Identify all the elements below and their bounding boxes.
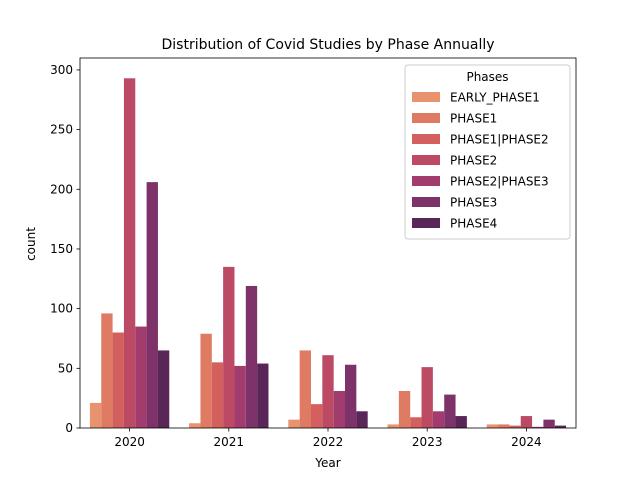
x-axis-label: Year [314, 456, 340, 470]
y-tick-label: 100 [50, 302, 73, 316]
bar-phase4-2024 [554, 425, 567, 428]
bar-early-phase1-2020 [89, 402, 102, 428]
y-axis-label: count [24, 227, 38, 261]
bar-phase2-2020 [123, 78, 136, 428]
chart-title: Distribution of Covid Studies by Phase A… [161, 37, 494, 53]
bar-early-phase1-2024 [486, 424, 499, 428]
bar-early-phase1-2021 [189, 423, 201, 428]
legend: Phases EARLY_PHASE1 PHASE1 PHASE1|PHASE2 PHA… [404, 64, 571, 240]
legend-swatch [412, 113, 440, 123]
x-tick-label: 2024 [511, 435, 542, 449]
bar-early-phase1-2022 [288, 419, 300, 428]
bar-phase1-2021 [200, 333, 212, 428]
bar-phase2-phase3-2020 [135, 326, 147, 428]
axes-layer: 0 50 100 150 200 250 300 2020 2021 2022 2023 2024 [50, 57, 577, 449]
bar-phase1-2024 [498, 424, 510, 428]
legend-label: PHASE2|PHASE3 [450, 175, 549, 189]
y-tick-label: 0 [65, 421, 73, 435]
bar-phase2-2021 [223, 266, 235, 428]
bar-phase1-phase2-2022 [310, 404, 323, 428]
bars-layer [89, 78, 567, 428]
y-tick-label: 250 [50, 123, 73, 137]
bar-phase1-2020 [101, 313, 113, 428]
legend-swatch [412, 155, 440, 165]
bar-phase1-2022 [299, 350, 311, 428]
y-tick-label: 50 [58, 361, 73, 375]
bar-phase4-2023 [455, 416, 467, 428]
y-tick-label: 200 [50, 182, 73, 196]
bar-phase2-2022 [322, 355, 334, 428]
legend-swatch [412, 134, 440, 144]
legend-label: PHASE2 [450, 154, 497, 168]
bar-phase1-2023 [398, 391, 411, 428]
bar-phase3-2022 [345, 364, 357, 428]
bar-phase4-2021 [257, 363, 269, 428]
legend-label: PHASE4 [450, 217, 497, 231]
legend-swatch [412, 218, 440, 228]
bar-phase2-phase3-2023 [432, 411, 445, 428]
bar-phase1-phase2-2021 [211, 362, 224, 428]
bar-phase3-2020 [146, 182, 158, 428]
legend-label: PHASE3 [450, 196, 497, 210]
bar-phase3-2023 [444, 394, 456, 428]
bar-early-phase1-2023 [387, 424, 399, 428]
legend-title: Phases [466, 70, 508, 84]
bar-phase3-2024 [543, 419, 555, 428]
x-tick-label: 2022 [313, 435, 344, 449]
bar-phase2-2024 [520, 416, 533, 428]
bar-phase2-2023 [421, 367, 433, 428]
x-tick-label: 2020 [114, 435, 145, 449]
legend-swatch [412, 92, 440, 102]
bar-phase3-2021 [245, 285, 258, 428]
bar-phase2-phase3-2022 [333, 391, 346, 428]
legend-label: PHASE1|PHASE2 [450, 133, 549, 147]
bar-phase2-phase3-2024 [532, 426, 544, 428]
legend-box [404, 64, 571, 240]
bar-phase1-phase2-2023 [410, 417, 422, 428]
bar-phase4-2020 [157, 350, 170, 428]
bar-phase1-phase2-2020 [112, 332, 124, 428]
legend-swatch [412, 197, 440, 207]
bar-phase1-phase2-2024 [509, 425, 521, 428]
x-tick-label: 2021 [214, 435, 245, 449]
legend-label: EARLY_PHASE1 [450, 91, 540, 105]
y-tick-label: 300 [50, 63, 73, 77]
y-tick-label: 150 [50, 242, 73, 256]
legend-swatch [412, 176, 440, 186]
x-tick-label: 2023 [412, 435, 443, 449]
bar-phase4-2022 [356, 411, 368, 428]
bar-phase2-phase3-2021 [234, 365, 246, 428]
legend-label: PHASE1 [450, 112, 497, 126]
